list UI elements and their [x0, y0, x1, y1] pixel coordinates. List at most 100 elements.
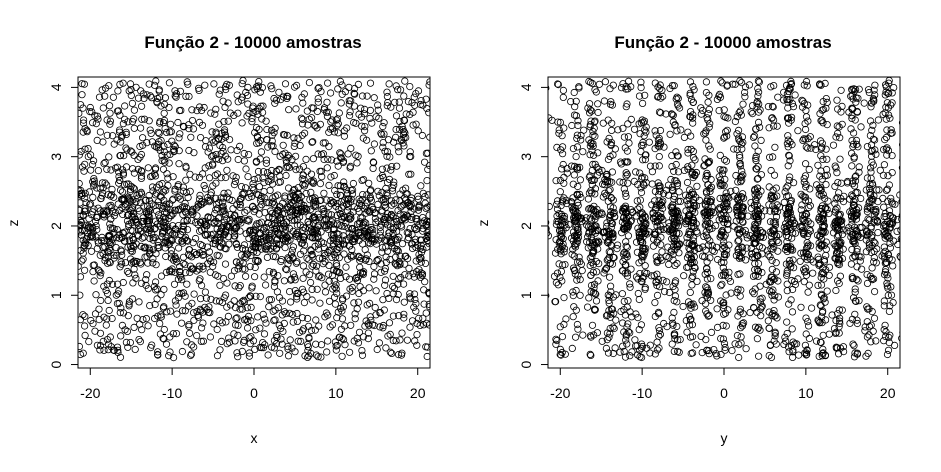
data-point — [864, 143, 870, 149]
data-point — [902, 199, 908, 205]
data-point — [283, 172, 289, 178]
data-point — [222, 104, 228, 110]
data-point — [810, 270, 816, 276]
data-point — [771, 172, 777, 178]
data-point — [167, 349, 173, 355]
data-point — [224, 304, 230, 310]
data-point — [301, 299, 307, 305]
x-tick-label: 10 — [328, 385, 344, 401]
data-point — [755, 353, 761, 359]
data-point — [415, 88, 421, 94]
data-point — [131, 125, 137, 131]
data-point — [636, 296, 642, 302]
data-point — [628, 116, 634, 122]
data-point — [901, 177, 907, 183]
data-point — [100, 105, 106, 111]
data-point — [227, 302, 233, 308]
data-point — [246, 335, 252, 341]
data-point — [666, 261, 672, 267]
data-point — [90, 158, 96, 164]
data-point — [424, 353, 430, 359]
data-point — [88, 167, 94, 173]
data-point — [191, 317, 197, 323]
data-point — [755, 85, 761, 91]
data-point — [286, 107, 292, 113]
y-tick-label: 3 — [48, 153, 64, 161]
data-point — [849, 163, 855, 169]
data-point — [386, 81, 392, 87]
data-point — [165, 141, 171, 147]
data-point — [903, 304, 909, 310]
data-point — [166, 104, 172, 110]
data-point — [703, 137, 709, 143]
data-point — [633, 169, 639, 175]
data-point — [174, 311, 180, 317]
data-point — [881, 204, 887, 210]
data-point — [388, 167, 394, 173]
data-point — [654, 347, 660, 353]
data-point — [540, 243, 546, 249]
data-point — [833, 134, 839, 140]
data-point — [339, 82, 345, 88]
data-point — [766, 325, 772, 331]
data-point — [324, 80, 330, 86]
data-point — [751, 291, 757, 297]
data-point — [282, 244, 288, 250]
data-point — [736, 341, 742, 347]
y-tick-label: 2 — [48, 222, 64, 230]
data-point — [801, 279, 807, 285]
data-point — [864, 175, 870, 181]
data-point — [333, 347, 339, 353]
data-point — [401, 117, 407, 123]
data-point — [214, 171, 220, 177]
data-point — [326, 298, 332, 304]
data-point — [216, 91, 222, 97]
data-point — [689, 282, 695, 288]
data-point — [359, 93, 365, 99]
data-point — [200, 320, 206, 326]
data-point — [570, 145, 576, 151]
data-point — [424, 177, 430, 183]
data-point — [202, 165, 208, 171]
data-point — [281, 278, 287, 284]
data-point — [594, 330, 600, 336]
data-point — [100, 139, 106, 145]
data-point — [884, 351, 890, 357]
data-point — [561, 294, 567, 300]
data-point — [803, 114, 809, 120]
data-point — [706, 92, 712, 98]
data-point — [803, 144, 809, 150]
data-point — [186, 330, 192, 336]
data-point — [904, 235, 910, 241]
data-point — [396, 99, 402, 105]
data-point — [557, 324, 563, 330]
data-point — [130, 280, 136, 286]
data-point — [694, 183, 700, 189]
data-point — [546, 203, 552, 209]
data-point — [875, 229, 881, 235]
data-point — [324, 99, 330, 105]
data-point — [656, 345, 662, 351]
data-point — [88, 248, 94, 254]
data-point — [358, 105, 364, 111]
data-point — [900, 190, 906, 196]
data-point — [901, 225, 907, 231]
data-point — [684, 179, 690, 185]
data-point — [339, 297, 345, 303]
data-point — [737, 78, 743, 84]
data-point — [714, 306, 720, 312]
data-point — [381, 120, 387, 126]
data-point — [380, 123, 386, 129]
data-point — [558, 268, 564, 274]
data-point — [125, 313, 131, 319]
data-point — [717, 152, 723, 158]
data-point — [375, 188, 381, 194]
data-point — [706, 106, 712, 112]
data-point — [898, 254, 904, 260]
data-point — [765, 103, 771, 109]
data-point — [635, 314, 641, 320]
data-point — [341, 179, 347, 185]
data-point — [902, 230, 908, 236]
x-tick-label: -20 — [80, 385, 100, 401]
